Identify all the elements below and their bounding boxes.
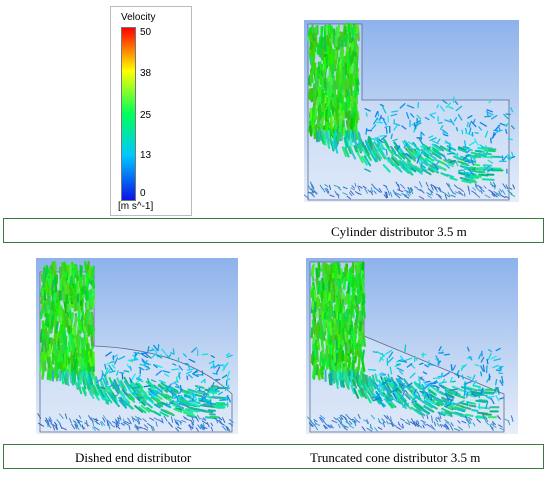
caption-box-top: Cylinder distributor 3.5 m <box>3 218 544 243</box>
truncated-cone-velocity-plot <box>306 258 518 434</box>
velocity-vectors <box>304 22 516 201</box>
legend-tick-25: 25 <box>140 110 152 121</box>
legend-tick-max: 50 <box>140 27 152 38</box>
legend-tick-38: 38 <box>140 68 152 79</box>
caption-dished: Dished end distributor <box>75 450 192 465</box>
caption-box-bottom: Dished end distributor Truncated cone di… <box>3 444 544 469</box>
caption-cone: Truncated cone distributor 3.5 m <box>310 450 481 465</box>
cylinder-velocity-plot <box>304 20 519 202</box>
legend-unit: [m s^-1] <box>118 201 154 212</box>
legend-color-bar <box>121 27 136 201</box>
velocity-vectors <box>37 260 234 433</box>
legend-title: Velocity <box>121 12 156 23</box>
velocity-vectors <box>307 261 514 433</box>
legend-tick-min: 0 <box>140 188 146 199</box>
velocity-legend: Velocity 50 38 25 13 0 [m s^-1] <box>110 6 192 216</box>
caption-cylinder: Cylinder distributor 3.5 m <box>331 224 467 239</box>
legend-tick-13: 13 <box>140 150 152 161</box>
dished-end-velocity-plot <box>36 258 238 434</box>
